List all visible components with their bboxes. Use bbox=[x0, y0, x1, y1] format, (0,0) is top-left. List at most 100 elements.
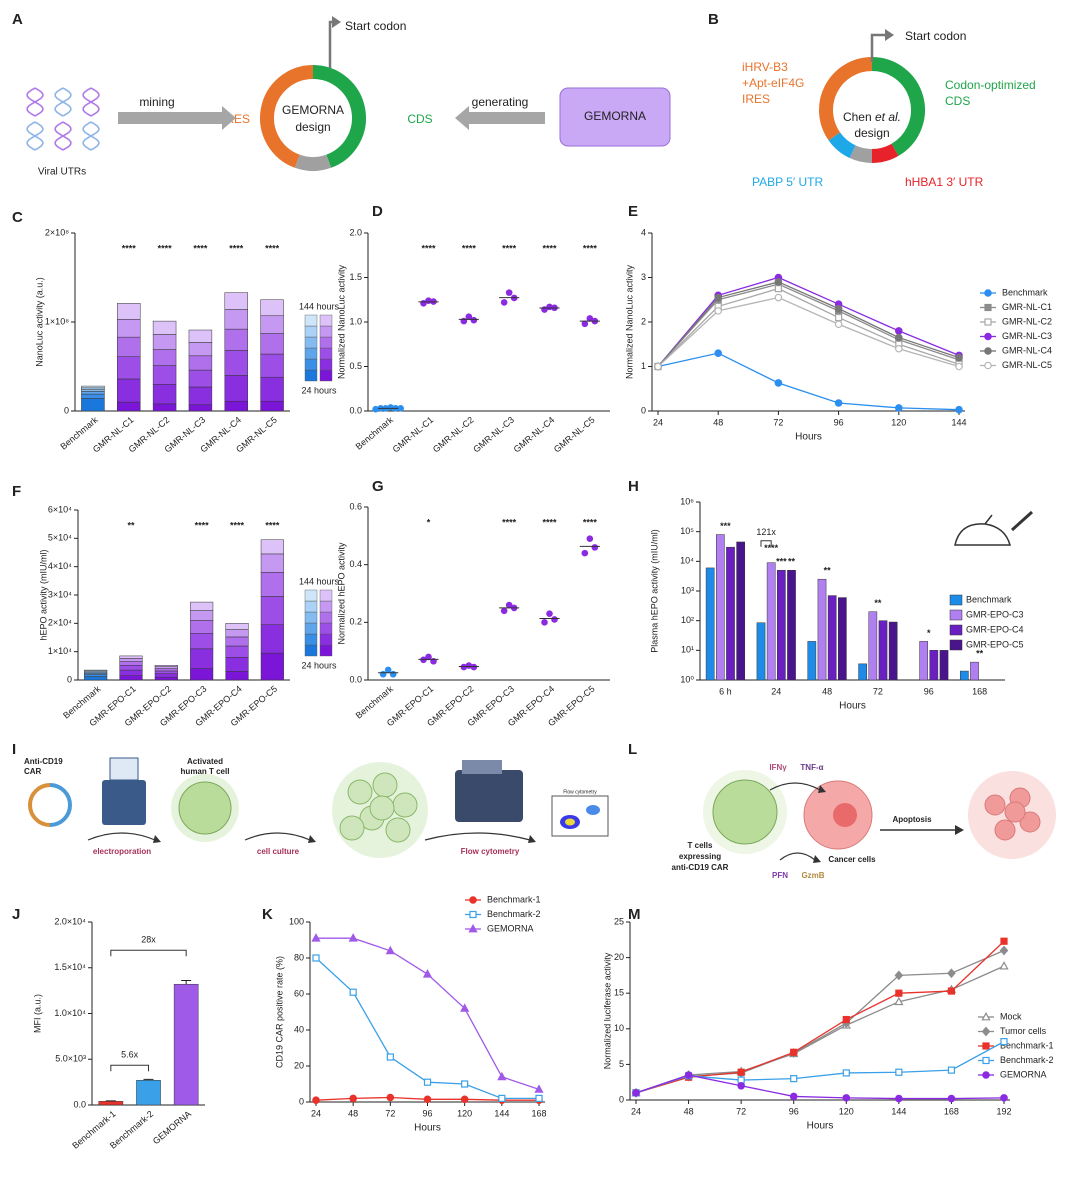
legend-label: Benchmark-1 bbox=[487, 894, 541, 904]
series-line bbox=[635, 1074, 1005, 1100]
panel-letter: C bbox=[12, 209, 23, 226]
panel-letter: B bbox=[708, 11, 719, 28]
y-tick-label: 20 bbox=[294, 1060, 304, 1070]
y-tick-label: 0 bbox=[67, 674, 72, 684]
bar-segment bbox=[188, 355, 213, 371]
marker bbox=[461, 1080, 469, 1088]
fragment bbox=[1004, 801, 1026, 823]
y-axis-label: MFI (a.u.) bbox=[32, 994, 42, 1033]
panel-letter: L bbox=[628, 741, 637, 758]
y-axis-label: CD19 CAR positive rate (%) bbox=[274, 956, 284, 1068]
marker bbox=[497, 1071, 507, 1081]
ring-segment bbox=[871, 143, 899, 163]
y-tick-label: 0.2 bbox=[349, 617, 362, 627]
ring-segment bbox=[819, 57, 873, 141]
legend-label: 144 hours bbox=[299, 576, 340, 586]
marker bbox=[789, 1092, 798, 1101]
arrow-head bbox=[308, 835, 316, 843]
series-line bbox=[316, 937, 540, 1091]
cell bbox=[339, 815, 365, 841]
x-tick-label: 192 bbox=[996, 1106, 1011, 1116]
legend-marker bbox=[984, 318, 992, 326]
x-tick-label: 24 bbox=[311, 1108, 321, 1118]
significance: *** bbox=[776, 557, 787, 567]
marker bbox=[348, 933, 358, 942]
y-axis-label: Normalized NanoLuc activity bbox=[624, 264, 634, 379]
series-line bbox=[657, 296, 960, 368]
y-tick-label: 1×10⁴ bbox=[48, 646, 72, 656]
flow-arrow bbox=[455, 106, 545, 130]
cell-label: human T cell bbox=[181, 767, 230, 776]
marker bbox=[423, 1095, 432, 1104]
bar-segment bbox=[260, 333, 284, 355]
series-line bbox=[657, 287, 960, 367]
legend-marker bbox=[984, 303, 992, 312]
marker bbox=[654, 362, 662, 371]
series-line bbox=[657, 281, 960, 367]
legend-swatch bbox=[319, 358, 333, 371]
y-tick-label: 10² bbox=[681, 615, 694, 625]
bar-segment bbox=[119, 655, 143, 659]
legend-marker bbox=[982, 1042, 990, 1050]
bar-segment bbox=[260, 553, 284, 573]
bar bbox=[868, 611, 878, 681]
series-line bbox=[657, 283, 960, 367]
x-tick-label: 120 bbox=[457, 1108, 472, 1118]
legend-swatch bbox=[319, 633, 333, 646]
significance: ** bbox=[976, 649, 984, 659]
significance: **** bbox=[230, 520, 245, 530]
panel-letter: I bbox=[12, 741, 16, 758]
pfn-label: PFN bbox=[772, 871, 788, 880]
x-tick-label: 96 bbox=[834, 417, 844, 427]
bar-segment bbox=[188, 369, 213, 388]
point bbox=[460, 317, 468, 325]
y-tick-label: 1 bbox=[641, 361, 646, 371]
marker bbox=[895, 1094, 903, 1103]
legend-label: GEMORNA bbox=[1000, 1069, 1047, 1079]
point bbox=[425, 653, 432, 661]
device bbox=[109, 757, 139, 781]
annotation: 28x bbox=[141, 935, 156, 945]
x-tick-label: 72 bbox=[873, 686, 883, 696]
bar-segment bbox=[224, 328, 248, 351]
legend-swatch bbox=[319, 369, 333, 382]
bar bbox=[858, 663, 867, 681]
marker bbox=[834, 399, 843, 407]
bar-segment bbox=[152, 365, 177, 385]
bar bbox=[960, 670, 969, 681]
x-tick-label: 144 bbox=[951, 417, 966, 427]
marker bbox=[790, 1048, 798, 1056]
legend-marker bbox=[984, 361, 992, 370]
legend-label: Benchmark bbox=[1002, 287, 1048, 297]
ring-segment bbox=[260, 65, 314, 168]
marker bbox=[834, 313, 843, 322]
legend-swatch bbox=[304, 600, 318, 613]
marker bbox=[737, 1068, 745, 1076]
bar-segment bbox=[225, 671, 249, 681]
bar-segment bbox=[119, 658, 143, 662]
x-tick-label: 48 bbox=[713, 417, 723, 427]
process-arrow bbox=[244, 832, 311, 841]
bar-segment bbox=[117, 319, 141, 338]
x-tick-label: 96 bbox=[422, 1108, 432, 1118]
marker bbox=[423, 1078, 432, 1086]
marker bbox=[737, 1081, 745, 1090]
x-tick-label: 24 bbox=[771, 686, 781, 696]
annotation: 5.6x bbox=[121, 1050, 139, 1060]
marker bbox=[774, 293, 783, 302]
marker bbox=[955, 353, 963, 362]
bar bbox=[98, 1101, 124, 1106]
fragment bbox=[994, 819, 1016, 841]
marker bbox=[386, 1053, 394, 1061]
marker bbox=[774, 278, 783, 286]
marker bbox=[312, 1096, 320, 1105]
dna-strand bbox=[54, 121, 72, 151]
bar bbox=[838, 597, 847, 681]
legend-swatch bbox=[949, 639, 963, 651]
panel-letter: D bbox=[372, 203, 383, 220]
cancer-label: Cancer cells bbox=[828, 855, 876, 864]
panel-letter: A bbox=[12, 11, 23, 28]
bar-segment bbox=[117, 401, 141, 412]
cell bbox=[178, 781, 232, 835]
marker bbox=[842, 1069, 850, 1077]
